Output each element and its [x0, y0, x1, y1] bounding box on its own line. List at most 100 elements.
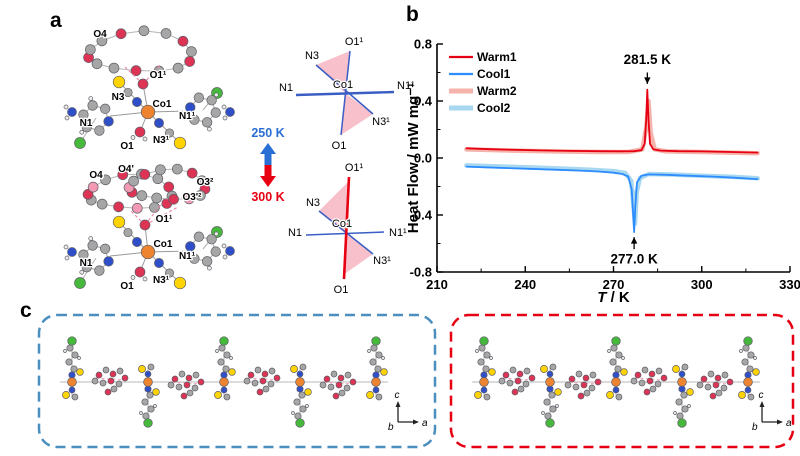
atom [130, 135, 136, 140]
scheme-label-o1: O1 [332, 140, 347, 152]
atom [94, 125, 105, 136]
plane-shade [316, 51, 350, 93]
atom [686, 388, 694, 396]
atom [335, 381, 343, 389]
atom [746, 365, 754, 373]
atom [370, 344, 378, 352]
panel-a-label: a [50, 9, 62, 32]
atom [116, 367, 124, 375]
legend-label-Warm1: Warm1 [477, 50, 517, 64]
atom [134, 266, 146, 278]
atom [191, 384, 199, 392]
atom [582, 374, 590, 382]
atom [123, 87, 133, 98]
atom [676, 412, 684, 420]
atom [225, 107, 235, 117]
atom [680, 391, 688, 399]
atom [293, 398, 301, 406]
atom [218, 344, 226, 352]
atom [509, 366, 517, 374]
atom [564, 381, 572, 389]
atom [502, 371, 510, 379]
bond [315, 64, 374, 115]
panel-a-structures: 250 K 300 K O4 O1¹ N3 Co1 N1 N1¹ N3¹ O1 … [63, 25, 416, 297]
y-tick-label: -0.4 [410, 208, 433, 223]
atom [137, 78, 149, 90]
atom [64, 255, 70, 261]
atom [210, 107, 221, 118]
atom [142, 136, 148, 142]
atom [64, 115, 70, 121]
atom [130, 65, 142, 77]
tspan: / K [606, 289, 630, 306]
atom-label-o3-prime-sym: O3'² [182, 192, 202, 203]
atom [612, 386, 620, 394]
atom [147, 405, 155, 413]
chart-legend: Warm1 Cool1 Warm2 Cool2 [449, 50, 517, 115]
molecule-250k [63, 25, 235, 150]
atom [142, 276, 148, 282]
molecule-300k [63, 163, 235, 290]
annotation-text: 281.5 K [624, 52, 672, 67]
atom [611, 377, 621, 387]
atom [577, 392, 585, 400]
y-tick-label: 0.8 [414, 37, 432, 52]
atom [371, 336, 381, 346]
axis-indicator: c a b [388, 390, 428, 433]
atom [483, 393, 491, 401]
series-Cool2 [464, 163, 760, 226]
scheme-label-n1: N1 [279, 82, 293, 94]
atom [142, 412, 150, 420]
temp-250k-label: 250 K [251, 126, 284, 140]
y-axis-label: Heat Flow / mW mg⁻¹ [405, 83, 422, 233]
atom [103, 256, 114, 267]
atom [66, 344, 74, 352]
atom [201, 256, 213, 267]
atom [678, 370, 686, 378]
atom-label-o4-prime: O4' [118, 164, 134, 175]
atom [726, 378, 734, 386]
atom [541, 411, 545, 415]
axis-arrow-a-icon [777, 419, 783, 425]
atom-label-o4: O4 [93, 29, 107, 40]
atom [488, 368, 496, 376]
atom [243, 377, 251, 385]
atom [479, 377, 489, 387]
atom [268, 367, 276, 375]
axis-label-a: a [786, 418, 792, 429]
atom [480, 386, 488, 394]
atom [634, 371, 642, 379]
plane-shade [343, 233, 373, 275]
atom [540, 365, 548, 373]
atom [610, 344, 618, 352]
atom [707, 370, 715, 378]
atom [144, 385, 152, 393]
atom [742, 344, 750, 352]
atom [77, 356, 81, 360]
atom [528, 374, 536, 382]
atom [549, 405, 557, 413]
atom [752, 368, 760, 376]
atom [171, 163, 183, 175]
annotation-arrowhead-icon [630, 237, 638, 244]
axis-label-a: a [422, 418, 428, 429]
atom [225, 246, 235, 256]
atom [621, 356, 625, 360]
atom [381, 356, 385, 360]
atom [548, 391, 556, 399]
bond [502, 377, 532, 381]
atom [478, 344, 486, 352]
atom [173, 276, 187, 290]
atom [78, 109, 89, 120]
atom [589, 371, 597, 379]
atom [700, 375, 708, 383]
atom [646, 377, 654, 385]
atom [290, 365, 298, 373]
atom [672, 365, 680, 373]
axis-label-b: b [752, 422, 758, 433]
cool-phase-box [37, 313, 437, 449]
atom [160, 28, 172, 39]
atom [146, 391, 154, 399]
bond [342, 176, 351, 280]
bond [700, 381, 730, 385]
